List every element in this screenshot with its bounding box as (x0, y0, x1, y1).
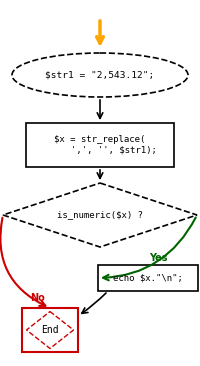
Ellipse shape (12, 53, 187, 97)
Polygon shape (3, 183, 196, 247)
Text: is_numeric($x) ?: is_numeric($x) ? (57, 210, 142, 220)
Text: No: No (30, 293, 45, 303)
Text: $str1 = "2,543.12";: $str1 = "2,543.12"; (45, 71, 154, 79)
Bar (22, 308, 78, 352)
Text: Yes: Yes (148, 253, 166, 263)
Bar (26, 123, 173, 167)
Text: echo $x."\n";: echo $x."\n"; (112, 273, 182, 283)
Text: End: End (41, 325, 59, 335)
Text: $x = str_replace(
     ',', '', $str1);: $x = str_replace( ',', '', $str1); (43, 135, 156, 155)
Bar (98, 265, 197, 291)
